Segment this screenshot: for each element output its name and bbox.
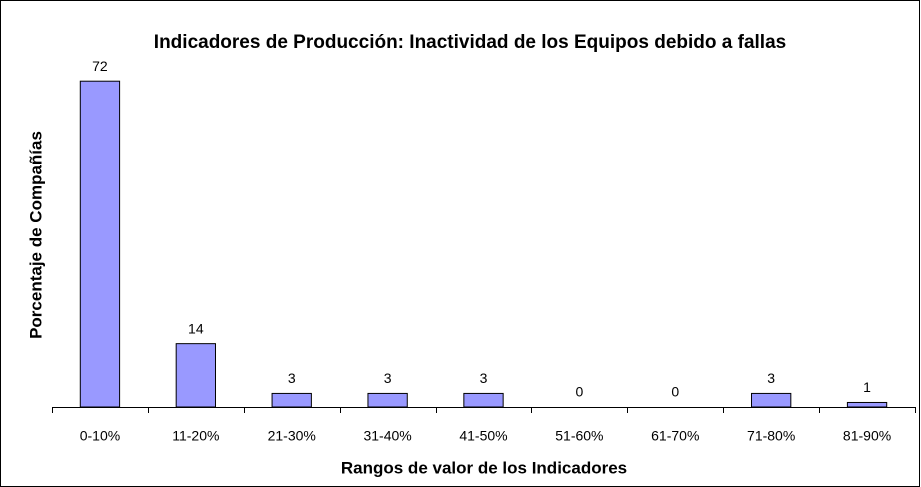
x-tick-label: 11-20%	[172, 428, 219, 444]
data-label: 1	[863, 379, 871, 395]
data-label: 3	[767, 370, 775, 386]
data-label: 3	[288, 370, 296, 386]
bar	[751, 392, 792, 408]
data-label: 3	[384, 370, 392, 386]
bar	[463, 392, 504, 408]
bar	[175, 343, 216, 408]
x-tick-label: 31-40%	[363, 428, 411, 444]
x-tick-label: 41-50%	[459, 428, 507, 444]
x-tick-label: 51-60%	[555, 428, 603, 444]
chart-title: Indicadores de Producción: Inactividad d…	[153, 32, 787, 53]
bar	[271, 392, 312, 408]
x-tick-label: 71-80%	[747, 428, 795, 444]
x-tick-label: 0-10%	[80, 428, 120, 444]
bar	[79, 80, 121, 408]
data-label: 14	[188, 320, 204, 336]
x-axis-label: Rangos de valor de los Indicadores	[341, 458, 627, 477]
bar	[367, 392, 408, 408]
data-label: 0	[575, 384, 583, 400]
bar	[846, 401, 888, 408]
x-tick-label: 81-90%	[843, 428, 891, 444]
x-tick-label: 61-70%	[651, 428, 699, 444]
y-axis-label: Porcentaje de Compañías	[26, 131, 45, 339]
data-label: 72	[92, 58, 108, 74]
data-label: 0	[671, 384, 679, 400]
data-label: 3	[480, 370, 488, 386]
x-tick-label: 21-30%	[268, 428, 316, 444]
